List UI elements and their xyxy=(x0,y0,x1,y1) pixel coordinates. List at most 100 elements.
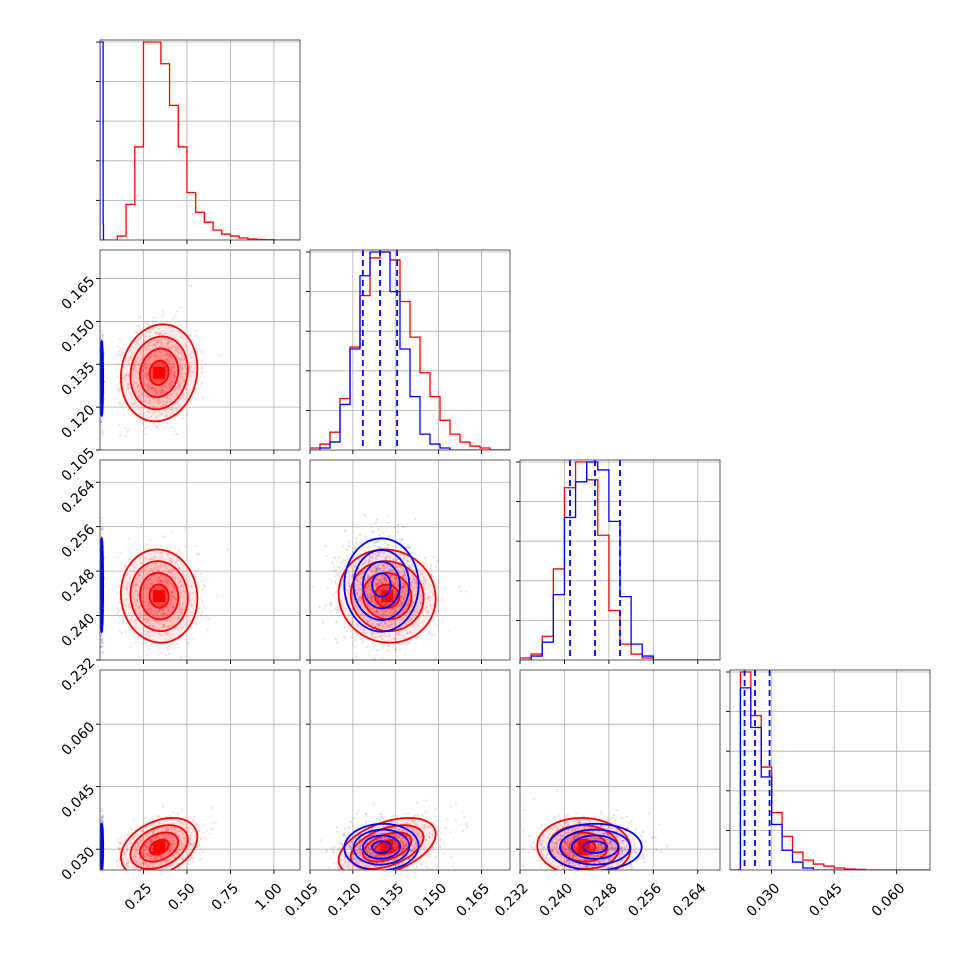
scatter-point xyxy=(180,378,183,381)
scatter-point xyxy=(172,577,175,580)
scatter-point xyxy=(387,555,391,558)
scatter-point xyxy=(427,611,430,614)
scatter-point xyxy=(406,560,410,563)
scatter-point xyxy=(356,608,359,611)
scatter-point xyxy=(175,597,178,600)
scatter-point xyxy=(101,636,104,639)
scatter-point xyxy=(151,412,155,415)
scatter-point xyxy=(147,571,151,575)
scatter-point xyxy=(132,385,135,389)
scatter-point xyxy=(147,379,150,383)
scatter-point xyxy=(164,594,168,598)
scatter-point xyxy=(100,338,103,341)
scatter-point xyxy=(181,395,184,398)
scatter-point xyxy=(148,634,151,638)
scatter-point xyxy=(385,585,389,588)
scatter-point xyxy=(152,613,155,617)
scatter-point xyxy=(162,401,166,405)
scatter-point xyxy=(161,535,164,538)
scatter-point xyxy=(101,651,105,654)
panel-1-0 xyxy=(96,249,301,454)
scatter-point xyxy=(408,565,411,569)
scatter-point xyxy=(145,585,149,588)
scatter-point xyxy=(406,602,409,605)
scatter-point xyxy=(363,631,367,634)
scatter-point xyxy=(361,641,364,644)
scatter-point xyxy=(353,546,357,550)
scatter-point xyxy=(100,651,103,654)
scatter-point xyxy=(190,356,193,359)
scatter-point xyxy=(422,614,425,617)
scatter-point xyxy=(152,625,156,628)
scatter-point xyxy=(346,558,350,561)
scatter-point xyxy=(318,605,321,609)
scatter-point xyxy=(153,565,156,568)
scatter-point xyxy=(144,366,148,369)
scatter-point xyxy=(170,582,174,586)
scatter-point xyxy=(159,580,163,583)
contour-red xyxy=(119,323,199,423)
scatter-point xyxy=(195,346,198,349)
scatter-point xyxy=(180,368,184,371)
scatter-point xyxy=(176,355,179,358)
scatter-point xyxy=(120,404,123,408)
scatter-point xyxy=(414,517,417,521)
scatter-point xyxy=(127,381,130,385)
scatter-point xyxy=(173,616,177,620)
scatter-point xyxy=(375,567,379,570)
scatter-point xyxy=(330,561,334,565)
scatter-point xyxy=(177,382,181,386)
scatter-point xyxy=(144,605,147,608)
scatter-point xyxy=(156,341,159,345)
scatter-point xyxy=(183,545,187,548)
scatter-point xyxy=(172,585,176,588)
scatter-point xyxy=(371,569,375,573)
scatter-point xyxy=(167,407,170,410)
scatter-point xyxy=(116,584,119,587)
scatter-point xyxy=(374,521,378,525)
scatter-point xyxy=(177,349,180,352)
scatter-point xyxy=(147,384,151,388)
scatter-point xyxy=(125,587,129,591)
scatter-point xyxy=(163,583,166,586)
scatter-point xyxy=(163,625,166,628)
scatter-point xyxy=(151,614,155,617)
scatter-point xyxy=(180,570,184,574)
scatter-point xyxy=(427,631,431,634)
scatter-point xyxy=(148,577,151,581)
scatter-point xyxy=(145,586,149,590)
scatter-point xyxy=(358,533,361,536)
scatter-point xyxy=(169,376,173,379)
scatter-point xyxy=(336,608,340,612)
scatter-point xyxy=(142,627,145,630)
scatter-point xyxy=(379,621,383,625)
scatter-point xyxy=(144,347,148,351)
scatter-point xyxy=(393,582,396,585)
scatter-point xyxy=(138,641,141,644)
scatter-point xyxy=(388,610,391,614)
scatter-point xyxy=(173,588,176,591)
scatter-point xyxy=(321,620,325,624)
scatter-point xyxy=(347,588,350,592)
scatter-point xyxy=(177,616,180,619)
scatter-point xyxy=(169,397,173,401)
scatter-point xyxy=(141,390,145,393)
scatter-point xyxy=(355,623,359,626)
scatter-point xyxy=(195,553,199,557)
scatter-point xyxy=(176,347,179,350)
scatter-point xyxy=(168,354,172,357)
scatter-point xyxy=(380,634,384,638)
scatter-point xyxy=(100,641,103,644)
scatter-point xyxy=(370,566,373,570)
scatter-point xyxy=(102,880,104,882)
scatter-point xyxy=(161,608,165,611)
scatter-point xyxy=(392,621,396,624)
scatter-point xyxy=(133,346,136,349)
scatter-point xyxy=(367,560,370,563)
scatter-point xyxy=(128,602,131,606)
scatter-point xyxy=(377,527,380,531)
scatter-point xyxy=(159,390,162,394)
scatter-point xyxy=(154,619,157,622)
scatter-point xyxy=(141,599,145,603)
scatter-point xyxy=(143,586,147,590)
